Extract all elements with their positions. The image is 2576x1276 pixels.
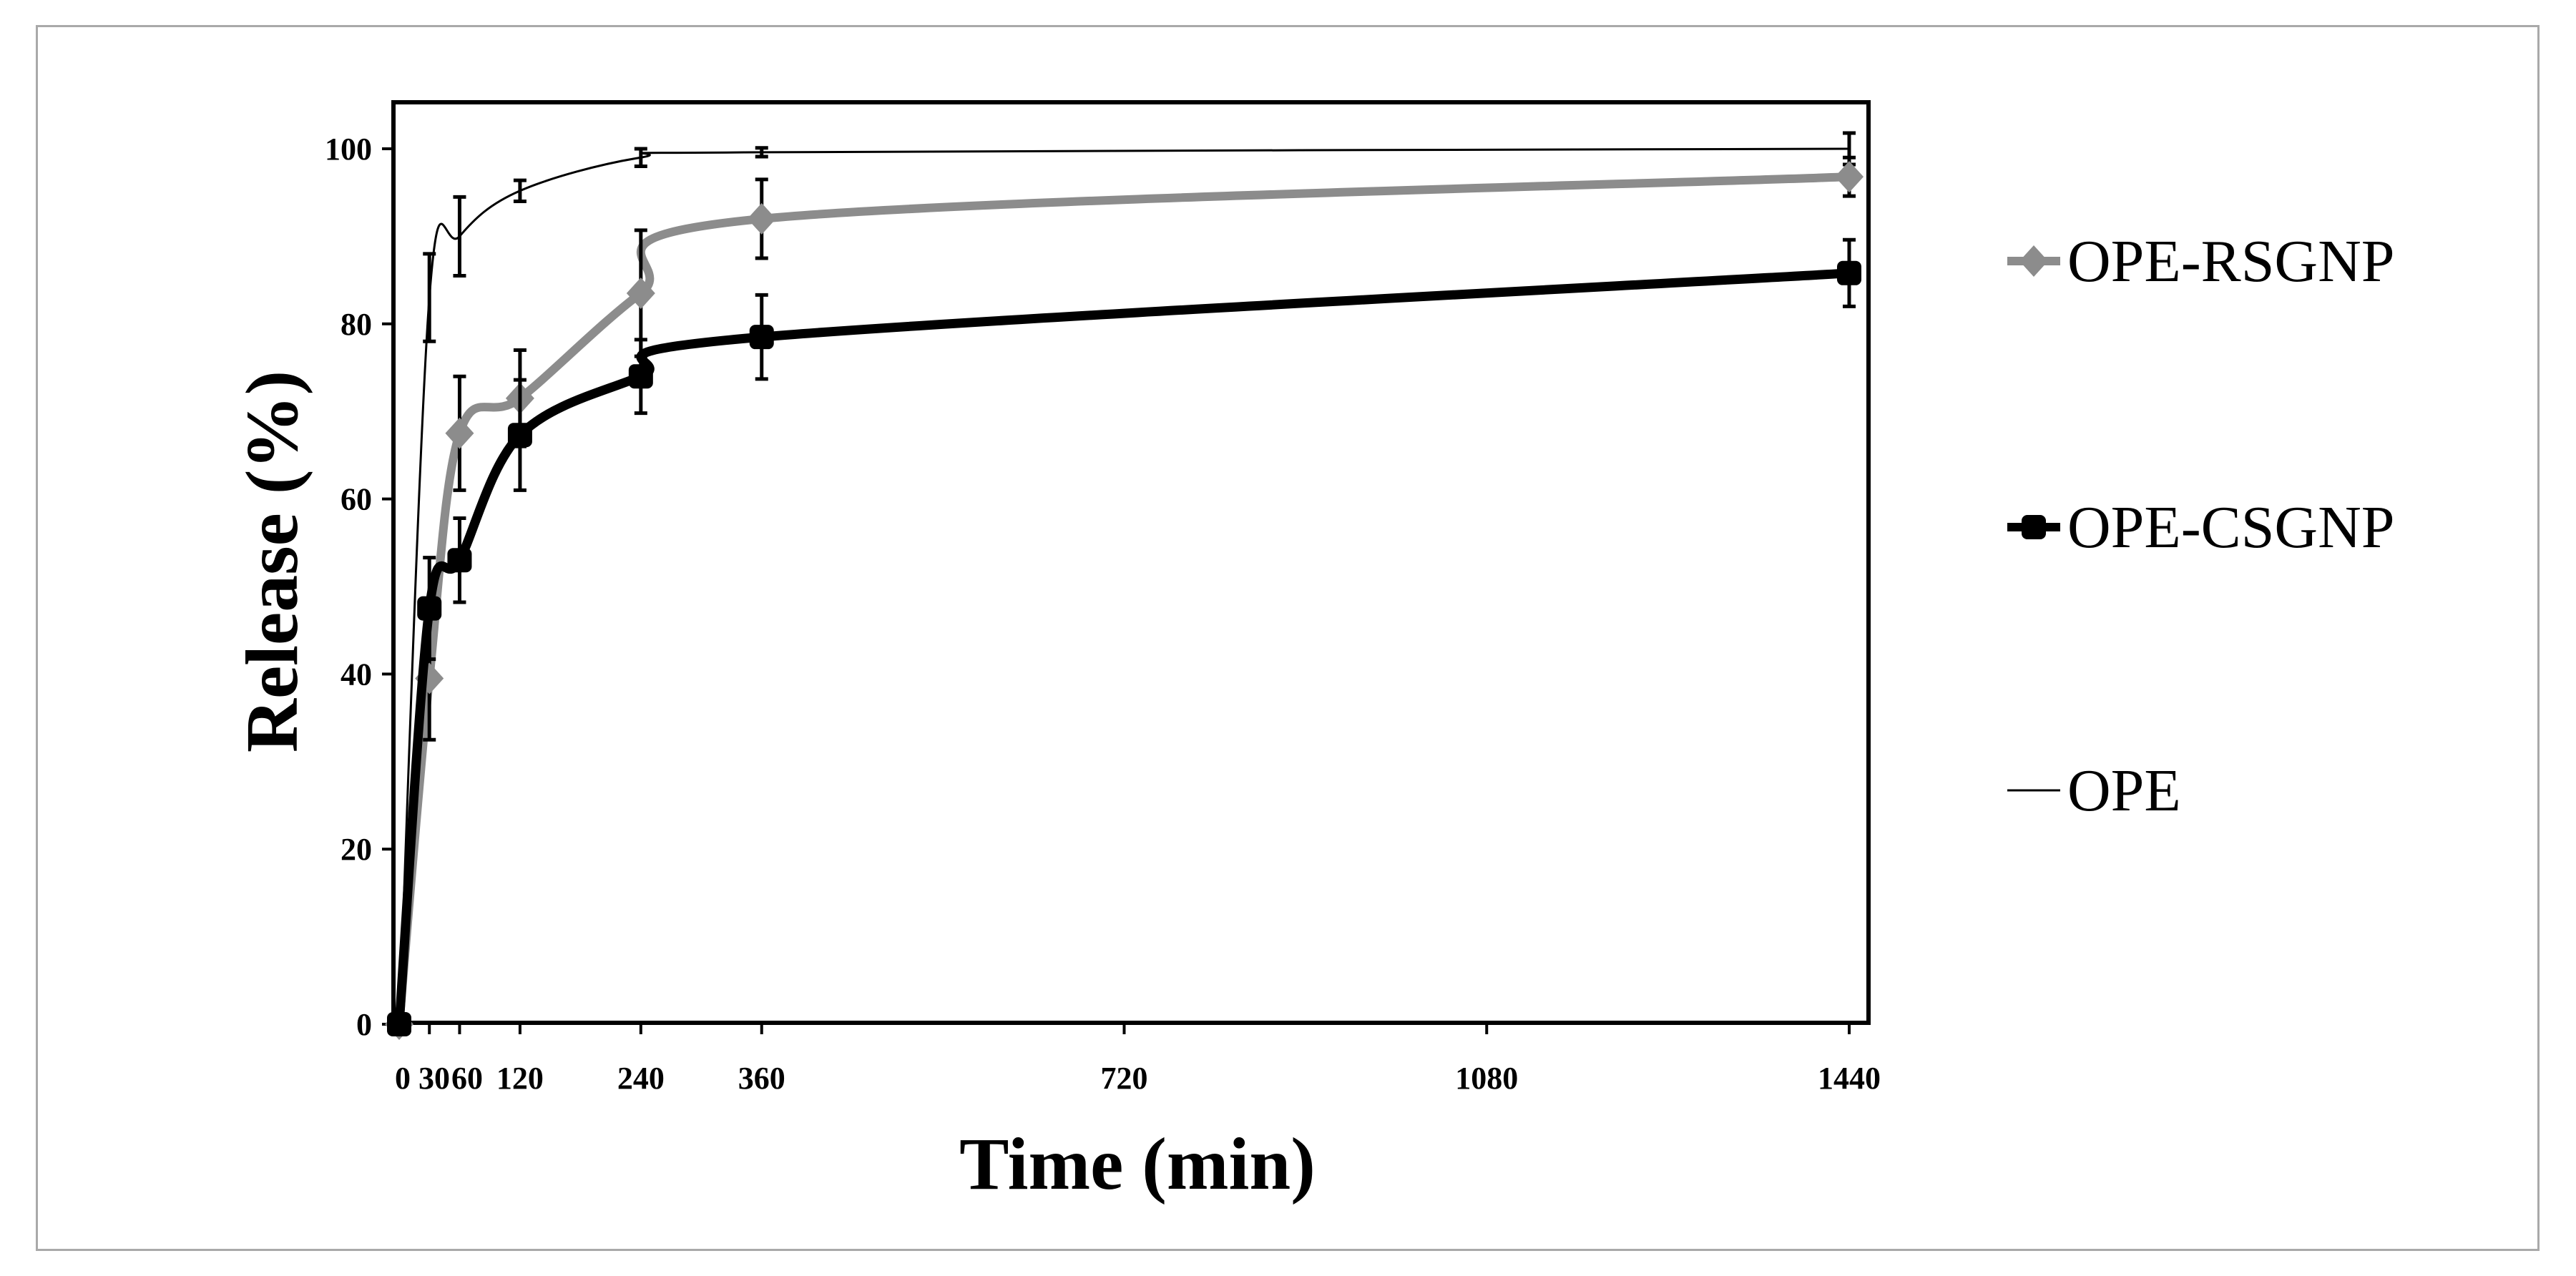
y-tick-label: 100 (325, 132, 372, 167)
legend: OPE-RSGNP OPE-CSGNP OPE (2007, 228, 2394, 824)
ope-rsgnp-point (626, 277, 655, 309)
ope-rsgnp-point (747, 202, 776, 235)
ope-rsgnp-point (445, 417, 474, 449)
ope-rsgnp-legend-label: OPE-RSGNP (2067, 228, 2394, 295)
ope-csgnp-point (1837, 260, 1861, 285)
ope-csgnp-point (507, 423, 532, 448)
ope-csgnp-point (749, 325, 774, 350)
ope-csgnp-legend-label: OPE-CSGNP (2067, 494, 2394, 561)
y-tick-label: 0 (356, 1007, 372, 1042)
ope-line (398, 147, 1850, 1025)
x-tick-label: 30 (418, 1061, 450, 1096)
series-layer (385, 131, 1864, 1040)
x-tick-label: 1440 (1818, 1061, 1881, 1096)
ope-csgnp-line (394, 268, 1850, 1025)
ope-legend-label: OPE (2067, 757, 2181, 824)
x-tick-label: 60 (451, 1061, 483, 1096)
x-tick-label: 1080 (1455, 1061, 1518, 1096)
x-tick-label: 360 (738, 1061, 785, 1096)
ope-csgnp-legend-marker (2022, 515, 2046, 539)
ope-rsgnp-line (395, 172, 1850, 1025)
x-tick-label: 720 (1101, 1061, 1148, 1096)
ope-csgnp-point (628, 364, 653, 389)
ope-rsgnp-point (1835, 161, 1864, 193)
x-tick-label: 0 (395, 1061, 411, 1096)
ope-rsgnp-legend-marker (2019, 245, 2048, 277)
y-tick-label: 20 (341, 832, 372, 867)
ope-csgnp-point (387, 1012, 411, 1036)
x-axis-title: Time (min) (959, 1123, 1316, 1205)
plot-area-border (391, 100, 1871, 1025)
labels-layer: Time (min) Release (%) (231, 370, 1316, 1205)
x-tick-label: 240 (617, 1061, 665, 1096)
y-axis-title: Release (%) (231, 370, 313, 752)
y-tick-label: 40 (341, 657, 372, 692)
y-tick-label: 60 (341, 482, 372, 517)
x-tick-label: 120 (496, 1061, 544, 1096)
ope-csgnp-point (417, 596, 442, 621)
figure-frame (36, 25, 2540, 1251)
ope-csgnp-point (447, 548, 472, 573)
y-tick-label: 80 (341, 307, 372, 342)
